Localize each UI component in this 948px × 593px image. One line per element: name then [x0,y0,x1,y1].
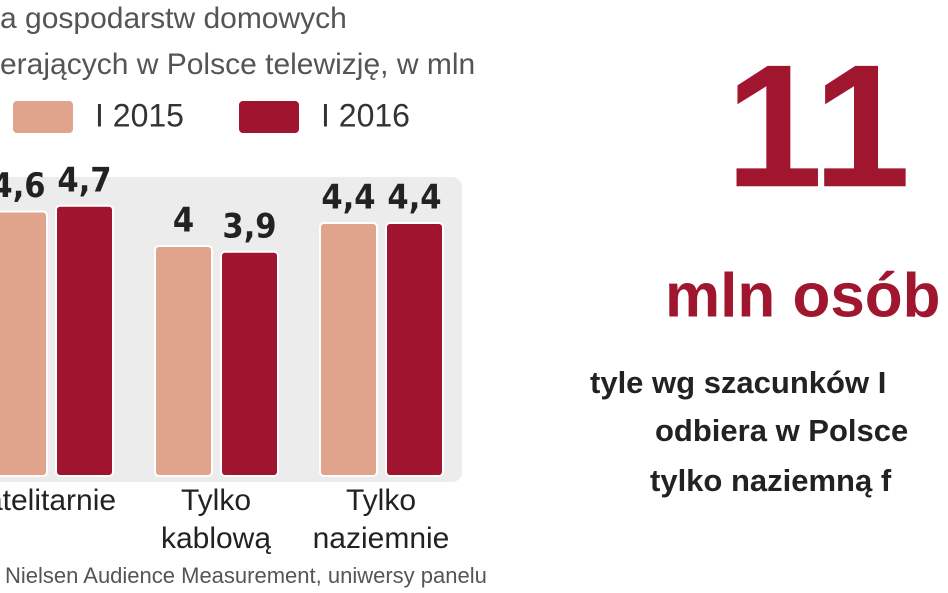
value-label: 4,6 [0,166,46,206]
note-line: tylko naziemną f [650,463,892,498]
value-label: 4,4 [387,178,441,218]
legend-swatch [11,99,75,135]
big-number: 11 [726,29,911,224]
big-unit: mln osób [665,261,941,330]
bar [0,210,48,477]
x-tick-label: Tylko naziemnie [313,484,450,555]
chart-title: erających w Polsce telewizję, w mln [0,48,475,81]
bar [154,245,213,477]
legend-label: I 2016 [321,97,410,133]
value-label: 3,9 [222,206,276,246]
source: Nielsen Audience Measurement, uniwersy p… [5,563,487,588]
note-line: odbiera w Polsce [655,413,908,448]
x-tick-label: atelitarnie [0,484,116,517]
bar [55,204,114,477]
x-tick-label: Tylko kablową [161,484,271,555]
bar [319,222,378,477]
chart-title: a gospodarstw domowych [0,2,347,35]
bar [220,250,279,477]
value-label: 4,7 [57,160,111,200]
legend-swatch [237,99,301,135]
note-line: tyle wg szacunków I [590,365,886,400]
legend-label: I 2015 [95,97,184,133]
value-label: 4 [173,201,194,241]
value-label: 4,4 [321,178,375,218]
bar [385,222,444,477]
